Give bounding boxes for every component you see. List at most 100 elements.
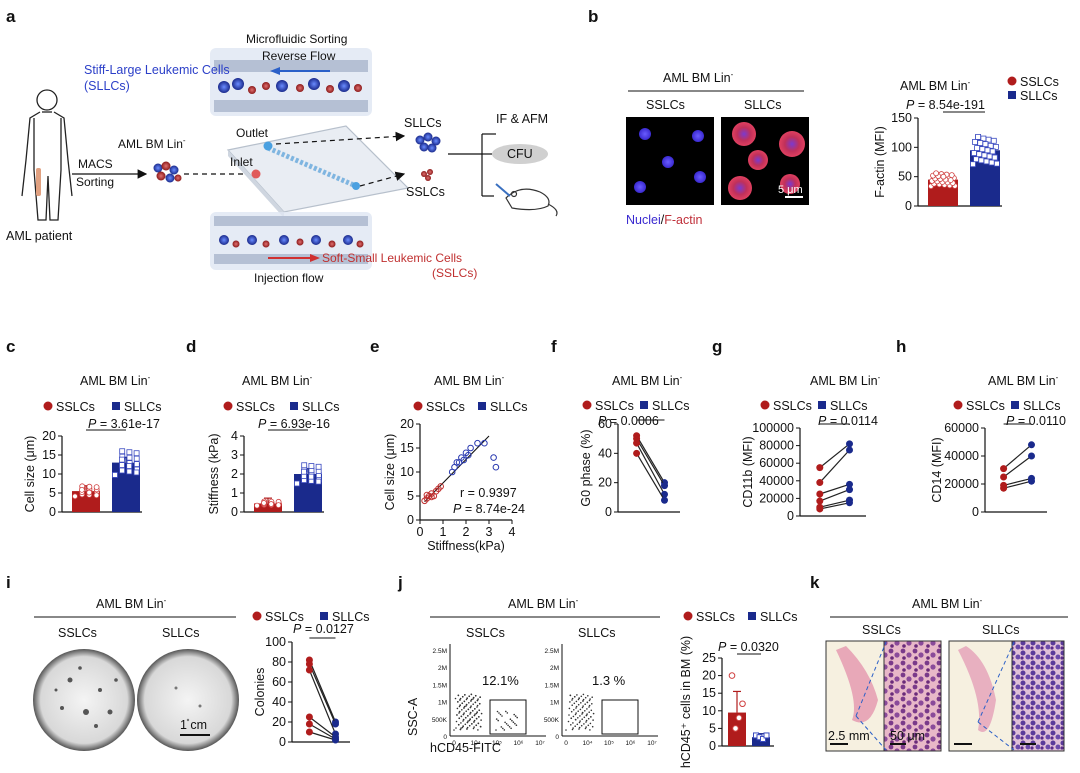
flow-event [458,710,461,713]
y-tick-label: 20 [272,715,286,729]
end-port [352,182,360,190]
flow-event [465,703,468,706]
pair-point-sslcs [305,728,313,736]
panel-letter-f: f [551,337,557,356]
bar-sslcs [254,503,282,512]
flow-event [572,727,574,729]
svg-text:SSLCs: SSLCs [236,400,275,414]
data-point [972,139,978,145]
panel-h-pvalue: P = 0.0110 [1006,414,1066,428]
panel-letter-j: j [397,573,403,592]
flow-event [588,704,591,707]
he-scale-label-1: 2.5 mm [828,729,870,743]
y-tick-label: 100 [891,140,912,154]
data-point [133,461,140,467]
flow-event [461,709,463,711]
panel-e-r: r = 0.9397 [460,486,517,500]
flow-event [571,728,574,731]
flow-x-tick-label: 10⁴ [470,740,480,747]
data-point [948,172,955,179]
flow-event [476,711,478,713]
flow-event [501,715,503,717]
x-tick-label: 3 [486,525,493,539]
panel-b-legend-sslcs-swatch [1007,76,1017,86]
pair-line [819,483,850,495]
flow-event [468,719,471,722]
flow-event [575,712,577,714]
svg-text:SSLCs: SSLCs [56,400,95,414]
x-tick-label: 1 [440,525,447,539]
scatter-point-sslcs [428,493,435,501]
flow-y-tick-label: 0 [555,734,559,741]
flow-y-tick-label: 1M [550,700,559,707]
flow-xlabel: hCD45-FITC [430,741,501,755]
flow-event [455,720,458,723]
flow-event [591,703,593,705]
flow-event [477,722,480,725]
flow-event [457,701,459,703]
flow-x-tick-label: 0 [564,740,568,747]
flow-event [570,717,572,719]
sslcs-cells [421,169,433,181]
pair-point-sslcs [1000,473,1008,481]
flow-event [458,705,461,708]
flow-event [569,701,571,703]
flow-event [516,716,518,719]
panel-d-pvalue: P = 6.93e-16 [258,417,330,431]
pair-point-sslcs [816,505,824,513]
data-point [268,501,275,507]
panel-b-legend-sllcs-swatch [1008,91,1016,99]
pair-point-sllcs [846,486,853,494]
pair-point-sllcs [1028,477,1035,485]
flow-event [585,719,588,722]
panel-c-title: AML BM Lin- [80,373,151,388]
panel-k: AML BM Lin- SSLCs SLLCs 2.5 mm 50 μm [825,596,1068,752]
data-point [300,468,307,475]
pair-point-sslcs [305,660,313,668]
flow-event [474,713,476,715]
flow-x-tick-label: 10⁷ [535,740,545,747]
panel-a: AML patient MACS Sorting AML BM Lin- Mic… [6,32,558,285]
y-tick-label: 100 [265,635,286,649]
top-channel-wall-top [214,60,368,72]
data-point [760,735,766,742]
flow-event [479,696,481,698]
pair-point-sllcs [661,496,668,504]
he-sslcs-zoom-line1 [855,641,887,717]
data-point [93,492,100,499]
panel-letter-k: k [810,573,820,592]
y-tick-label: 5 [407,489,414,503]
flow-gate [601,699,639,735]
flow-x-tick-label: 0 [452,740,456,747]
data-point [86,483,93,490]
flow-event [468,702,470,704]
flow-x-tick-label: 10⁵ [492,740,502,747]
svg-text:SLLCs: SLLCs [490,400,528,414]
flow-event [573,702,576,705]
pair-point-sslcs [633,439,641,447]
flow-x-tick-label: 10⁵ [604,740,614,747]
panel-g-title: AML BM Lin- [810,373,881,388]
flow-event [577,703,580,706]
flow-event [497,719,500,722]
panel-b-chart-title: AML BM Lin- [900,78,971,93]
outlet-to-sllcs-arrow [275,131,406,145]
flow-event [474,694,477,697]
flow-event [579,720,581,722]
data-point [989,148,996,155]
cfu-label: CFU [507,147,533,161]
pair-point-sllcs [1028,452,1035,460]
y-axis-label: CD14 (MFI) [930,437,944,502]
flow-event [570,724,572,726]
flow-event [584,703,586,705]
flow-event [510,727,512,730]
flow-event [473,714,476,717]
scatter-point-sllcs [467,444,474,452]
flow-event [504,721,506,724]
stiff-large-abbr: (SLLCs) [84,79,130,93]
panel-k-col-sslcs: SSLCs [862,623,901,637]
flow-event [591,725,594,728]
data-point [133,455,140,462]
flow-event [570,710,573,713]
